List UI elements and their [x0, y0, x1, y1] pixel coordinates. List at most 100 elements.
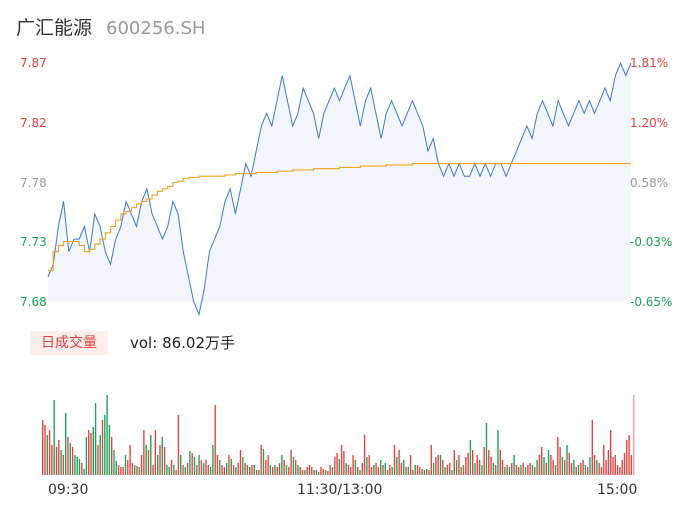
- volume-bar: [320, 467, 322, 475]
- volume-bar: [472, 450, 474, 475]
- price-area: [48, 63, 631, 315]
- volume-bar: [124, 455, 127, 475]
- volume-bar: [550, 455, 552, 475]
- volume-bar: [209, 467, 212, 475]
- volume-bar: [101, 420, 104, 475]
- volume-bar: [62, 455, 65, 475]
- volume-bar: [299, 467, 301, 475]
- volume-bar: [467, 453, 469, 475]
- volume-bar: [60, 450, 62, 475]
- volume-bar: [538, 455, 541, 475]
- volume-bar: [626, 440, 628, 475]
- volume-bar: [334, 457, 336, 475]
- volume-bar: [71, 447, 74, 475]
- volume-bar: [600, 467, 603, 475]
- volume-bar: [216, 455, 219, 475]
- volume-bar: [449, 463, 451, 475]
- volume-bar: [338, 459, 340, 475]
- percent-tick-label: 1.20%: [630, 115, 669, 130]
- volume-bar: [136, 466, 138, 475]
- volume-bar: [536, 460, 538, 475]
- volume-bar: [331, 467, 334, 475]
- volume-bar: [58, 440, 60, 475]
- volume-bar: [122, 467, 124, 475]
- volume-bar: [357, 467, 359, 475]
- volume-bar: [198, 455, 200, 475]
- volume-bar: [492, 463, 495, 475]
- volume-bar: [131, 463, 134, 475]
- volume-bar: [249, 467, 251, 475]
- volume-bar: [145, 445, 147, 475]
- volume-bar: [265, 460, 267, 475]
- volume-bar: [389, 465, 391, 475]
- volume-bar: [327, 471, 329, 475]
- volume-bar: [534, 467, 536, 475]
- volume-bar: [292, 457, 295, 475]
- volume-bar: [117, 465, 120, 475]
- volume-bar: [495, 465, 497, 475]
- time-tick-label: 15:00: [597, 482, 638, 498]
- volume-bar: [614, 455, 616, 475]
- volume-bar: [423, 470, 426, 475]
- volume-bar: [361, 463, 363, 475]
- volume-bar: [228, 455, 230, 475]
- volume-bar: [173, 465, 175, 475]
- volume-bar: [591, 420, 593, 475]
- volume-bar: [580, 463, 582, 475]
- time-tick-label: 09:30: [48, 482, 89, 498]
- volume-bar: [630, 455, 633, 475]
- volume-bar: [106, 395, 108, 475]
- volume-bar: [368, 455, 370, 475]
- volume-bar: [219, 460, 221, 475]
- volume-bar: [318, 472, 320, 475]
- volume-bar: [497, 430, 499, 475]
- volume-bar: [111, 437, 113, 475]
- volume-bar: [520, 465, 522, 475]
- volume-bar: [278, 463, 281, 475]
- volume-bar: [426, 469, 428, 475]
- volume-bar: [253, 465, 255, 475]
- volume-bar: [304, 470, 306, 475]
- volume-bar: [421, 469, 423, 475]
- volume-bar: [407, 467, 409, 475]
- volume-bar: [469, 440, 472, 475]
- volume-bar: [196, 465, 198, 475]
- volume-bar: [235, 467, 237, 475]
- volume-bar: [524, 467, 527, 475]
- volume-bar: [444, 467, 446, 475]
- volume-bar: [455, 460, 458, 475]
- volume-bar: [561, 457, 564, 475]
- volume-tab[interactable]: 日成交量: [30, 331, 108, 355]
- volume-bar: [483, 447, 485, 475]
- volume-label: vol:: [130, 334, 158, 352]
- volume-bar: [306, 467, 308, 475]
- volume-bar: [115, 461, 117, 475]
- volume-bar: [297, 465, 299, 475]
- volume-bar: [99, 435, 101, 475]
- volume-bar: [382, 465, 384, 475]
- volume-bar: [329, 465, 331, 475]
- price-tick-label: 7.87: [20, 56, 47, 70]
- volume-bar: [120, 467, 122, 475]
- volume-bar: [428, 470, 430, 475]
- volume-bar: [81, 463, 83, 475]
- volume-bar: [623, 453, 626, 475]
- volume-bar: [262, 449, 265, 475]
- volume-bar: [113, 450, 115, 475]
- volume-bar: [460, 467, 462, 475]
- volume-panel: [42, 395, 635, 475]
- volume-bar: [531, 465, 534, 475]
- volume-bar: [552, 460, 554, 475]
- volume-bar: [74, 455, 76, 475]
- volume-bar: [150, 435, 152, 475]
- volume-bar: [85, 437, 88, 475]
- price-tick-label: 7.68: [20, 295, 47, 309]
- volume-bar: [451, 470, 453, 475]
- volume-readout: vol: 86.02万手: [130, 332, 235, 353]
- volume-bar: [272, 467, 274, 475]
- volume-bar: [393, 445, 396, 475]
- volume-bar: [541, 447, 543, 475]
- volume-bar: [88, 430, 90, 475]
- volume-bar: [207, 465, 209, 475]
- volume-bar: [177, 415, 180, 475]
